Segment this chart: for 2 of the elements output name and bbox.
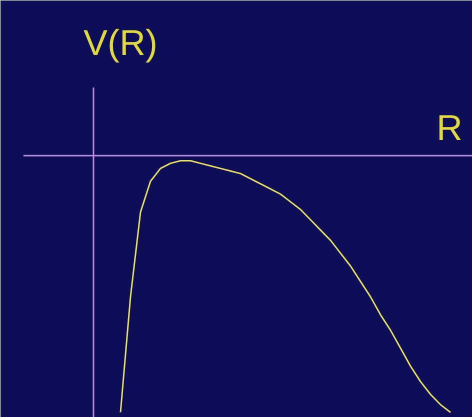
x-axis-title: R — [436, 106, 462, 148]
y-axis-title: V(R) — [84, 22, 158, 64]
